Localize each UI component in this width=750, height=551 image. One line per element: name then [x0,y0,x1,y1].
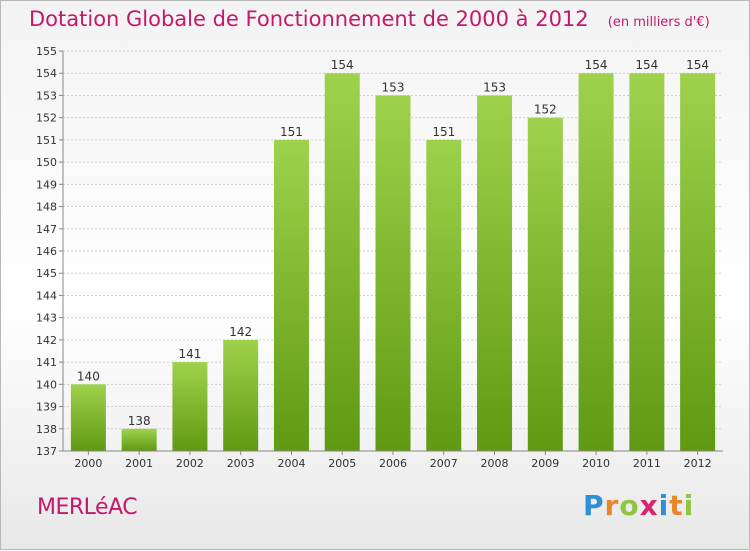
bar-2010 [578,73,614,451]
y-tick-label: 147 [36,223,57,236]
data-label-2003: 142 [229,325,252,339]
data-label-2002: 141 [178,347,201,361]
logo-letter: i [658,489,670,522]
title-row: Dotation Globale de Fonctionnement de 20… [29,7,710,31]
y-tick-label: 143 [36,312,57,325]
x-tick-label-2007: 2007 [430,457,458,470]
y-tick-label: 146 [36,245,57,258]
bar-2007 [426,139,462,451]
data-label-2008: 153 [483,80,506,94]
x-tick-label-2006: 2006 [379,457,407,470]
data-label-2000: 140 [77,369,100,383]
y-tick-label: 155 [36,45,57,58]
proxiti-logo: Proxiti [583,489,694,522]
y-tick-label: 141 [36,356,57,369]
y-tick-label: 140 [36,378,57,391]
bar-2012 [680,73,716,451]
data-label-2006: 153 [382,80,405,94]
x-tick-label-2009: 2009 [531,457,559,470]
x-tick-label-2005: 2005 [328,457,356,470]
y-axis-ticks: 137 138 139 140 141 142 143 144 145 146 147 148 149 1… [36,45,63,458]
data-label-2010: 154 [585,58,608,72]
bar-2004 [273,139,309,451]
bar-2003 [223,339,259,451]
logo-letter: i [683,489,695,522]
y-tick-label: 145 [36,267,57,280]
data-label-2005: 154 [331,58,354,72]
y-tick-label: 139 [36,401,57,414]
y-tick-label: 154 [36,67,57,80]
y-tick-label: 138 [36,423,57,436]
x-tick-label-2012: 2012 [684,457,712,470]
logo-letter: x [639,489,659,522]
x-tick-label-2008: 2008 [481,457,509,470]
bar-2000 [70,384,106,451]
chart-title: Dotation Globale de Fonctionnement de 20… [29,7,589,31]
data-labels: 140 138 141 142 151 154 153 151 153 152 154 154 154 [77,58,709,428]
y-tick-label: 137 [36,445,57,458]
bar-2011 [629,73,665,451]
x-tick-label-2011: 2011 [633,457,661,470]
logo-letter: o [619,489,640,522]
y-tick-label: 142 [36,334,57,347]
bar-2009 [527,117,563,452]
y-tick-label: 152 [36,112,57,125]
x-tick-label-2010: 2010 [582,457,610,470]
y-tick-label: 148 [36,201,57,214]
data-label-2007: 151 [432,125,455,139]
bar-2001 [121,428,157,451]
data-label-2012: 154 [686,58,709,72]
x-tick-label-2004: 2004 [277,457,305,470]
bars [70,73,716,452]
y-tick-label: 151 [36,134,57,147]
data-label-2001: 138 [128,414,151,428]
y-tick-label: 144 [36,289,57,302]
bar-2008 [477,95,513,451]
x-tick-label-2003: 2003 [227,457,255,470]
logo-letter: t [669,489,684,522]
y-tick-label: 149 [36,178,57,191]
axes [62,51,723,452]
chart-unit: (en milliers d'€) [607,15,710,30]
logo-letter: P [583,489,605,522]
x-tick-label-2002: 2002 [176,457,204,470]
x-axis-ticks: 2000 2001 2002 2003 2004 2005 2006 2007 2008 2009… [74,451,712,470]
bar-2005 [324,73,360,451]
x-tick-label-2001: 2001 [125,457,153,470]
bar-2006 [375,95,411,451]
data-label-2009: 152 [534,103,557,117]
commune-name: MERLéAC [37,495,138,520]
y-tick-label: 153 [36,89,57,102]
data-label-2011: 154 [635,58,658,72]
data-label-2004: 151 [280,125,303,139]
bar-2002 [172,362,208,451]
x-tick-label-2000: 2000 [74,457,102,470]
y-tick-label: 150 [36,156,57,169]
logo-letter: r [604,489,620,522]
